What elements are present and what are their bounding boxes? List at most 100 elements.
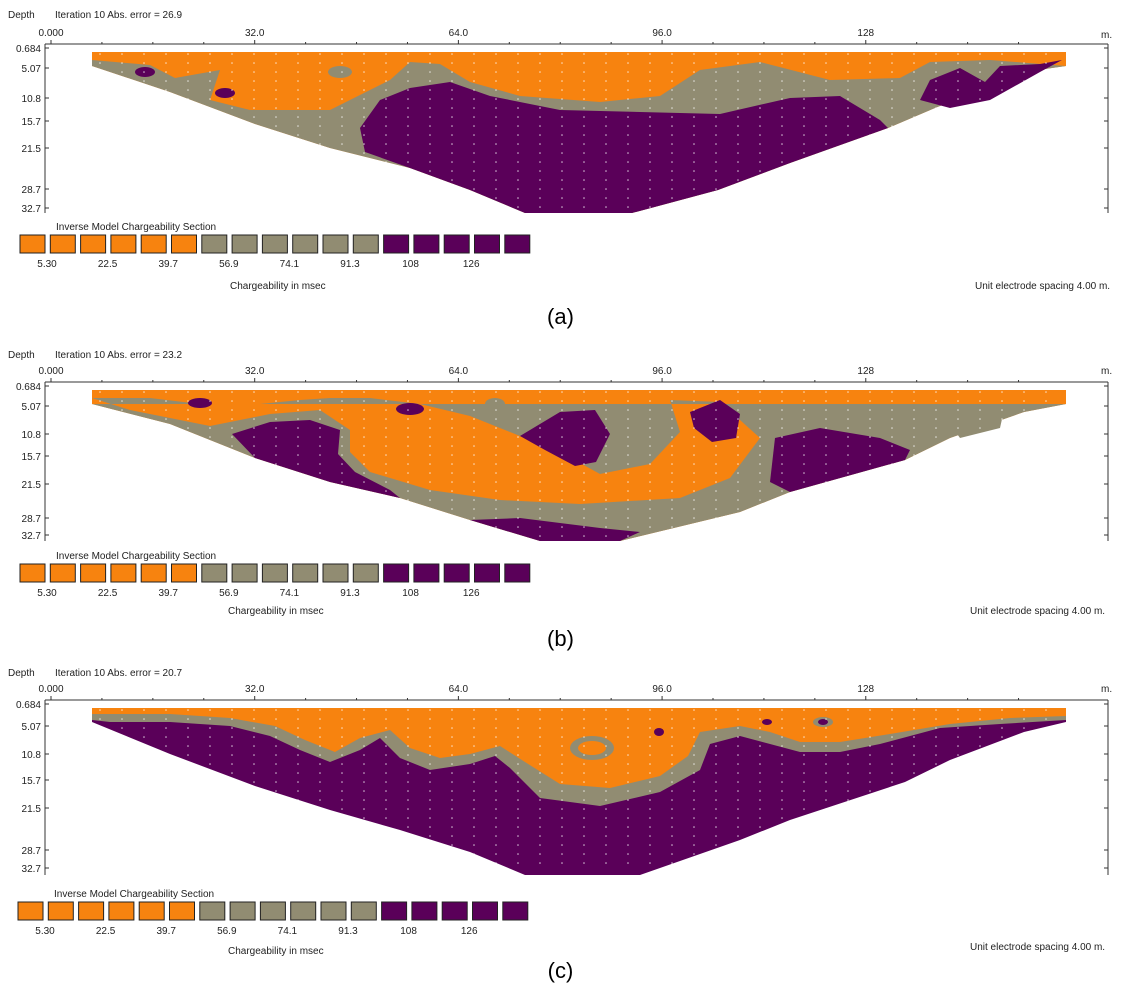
datum-point [275,745,277,747]
datum-point [649,472,651,474]
datum-point [693,391,695,393]
datum-point [319,161,321,163]
datum-point [935,445,937,447]
datum-point [473,499,475,501]
datum-point [605,409,607,411]
datum-point [99,781,101,783]
datum-point [143,152,145,154]
datum-point [803,826,805,828]
legend-swatch [441,901,468,921]
datum-point [1001,125,1003,127]
datum-point [429,170,431,172]
datum-point [1023,808,1025,810]
datum-point [297,463,299,465]
datum-point [891,508,893,510]
datum-point [121,745,123,747]
datum-point [297,763,299,765]
datum-point [121,754,123,756]
datum-point [341,197,343,199]
datum-point [693,727,695,729]
datum-point [561,400,563,402]
datum-point [1023,71,1025,73]
datum-point [759,391,761,393]
datum-point [891,143,893,145]
datum-point [143,98,145,100]
datum-point [429,844,431,846]
datum-point [693,817,695,819]
datum-point [429,817,431,819]
datum-point [1023,143,1025,145]
datum-point [121,80,123,82]
datum-point [517,454,519,456]
datum-point [671,427,673,429]
legend-swatch [350,901,377,921]
datum-point [715,62,717,64]
datum-point [121,463,123,465]
datum-point [539,499,541,501]
y-tick-label: 15.7 [22,452,42,463]
datum-point [1023,718,1025,720]
high-patch-b [762,719,772,725]
datum-point [891,718,893,720]
datum-point [385,179,387,181]
y-tick-label: 10.8 [22,750,42,761]
datum-point [627,799,629,801]
datum-point [825,718,827,720]
datum-point [605,134,607,136]
datum-point [517,125,519,127]
datum-point [979,152,981,154]
legend-swatch [108,901,135,921]
datum-point [627,817,629,819]
datum-point [297,143,299,145]
datum-point [143,844,145,846]
datum-point [1023,391,1025,393]
datum-point [407,179,409,181]
datum-point [715,817,717,819]
datum-point [759,427,761,429]
legend-level-label: 22.5 [98,259,118,270]
datum-point [253,53,255,55]
datum-point [649,107,651,109]
datum-point [209,826,211,828]
datum-point [517,499,519,501]
datum-point [385,197,387,199]
datum-point [495,754,497,756]
datum-point [737,508,739,510]
datum-point [319,98,321,100]
datum-point [869,526,871,528]
datum-point [605,206,607,208]
datum-point [1001,853,1003,855]
datum-point [517,535,519,537]
datum-point [253,98,255,100]
datum-point [671,454,673,456]
datum-point [539,736,541,738]
legend-swatch [292,234,319,254]
datum-point [847,188,849,190]
datum-point [605,781,607,783]
legend-swatch [231,563,258,583]
datum-point [605,107,607,109]
datum-point [803,445,805,447]
datum-point [957,53,959,55]
datum-point [451,799,453,801]
datum-point [935,134,937,136]
datum-point [253,508,255,510]
y-tick-label: 28.7 [22,185,42,196]
datum-point [583,98,585,100]
datum-point [253,206,255,208]
datum-point [473,197,475,199]
datum-point [341,445,343,447]
legend-swatch [171,563,197,583]
datum-point [99,718,101,720]
legend-swatch [138,901,165,921]
datum-point [121,445,123,447]
datum-point [583,400,585,402]
datum-point [1045,89,1047,91]
y-tick-label: 10.8 [22,94,42,105]
datum-point [671,188,673,190]
datum-point [561,391,563,393]
datum-point [561,490,563,492]
datum-point [891,463,893,465]
datum-point [209,481,211,483]
datum-point [297,454,299,456]
